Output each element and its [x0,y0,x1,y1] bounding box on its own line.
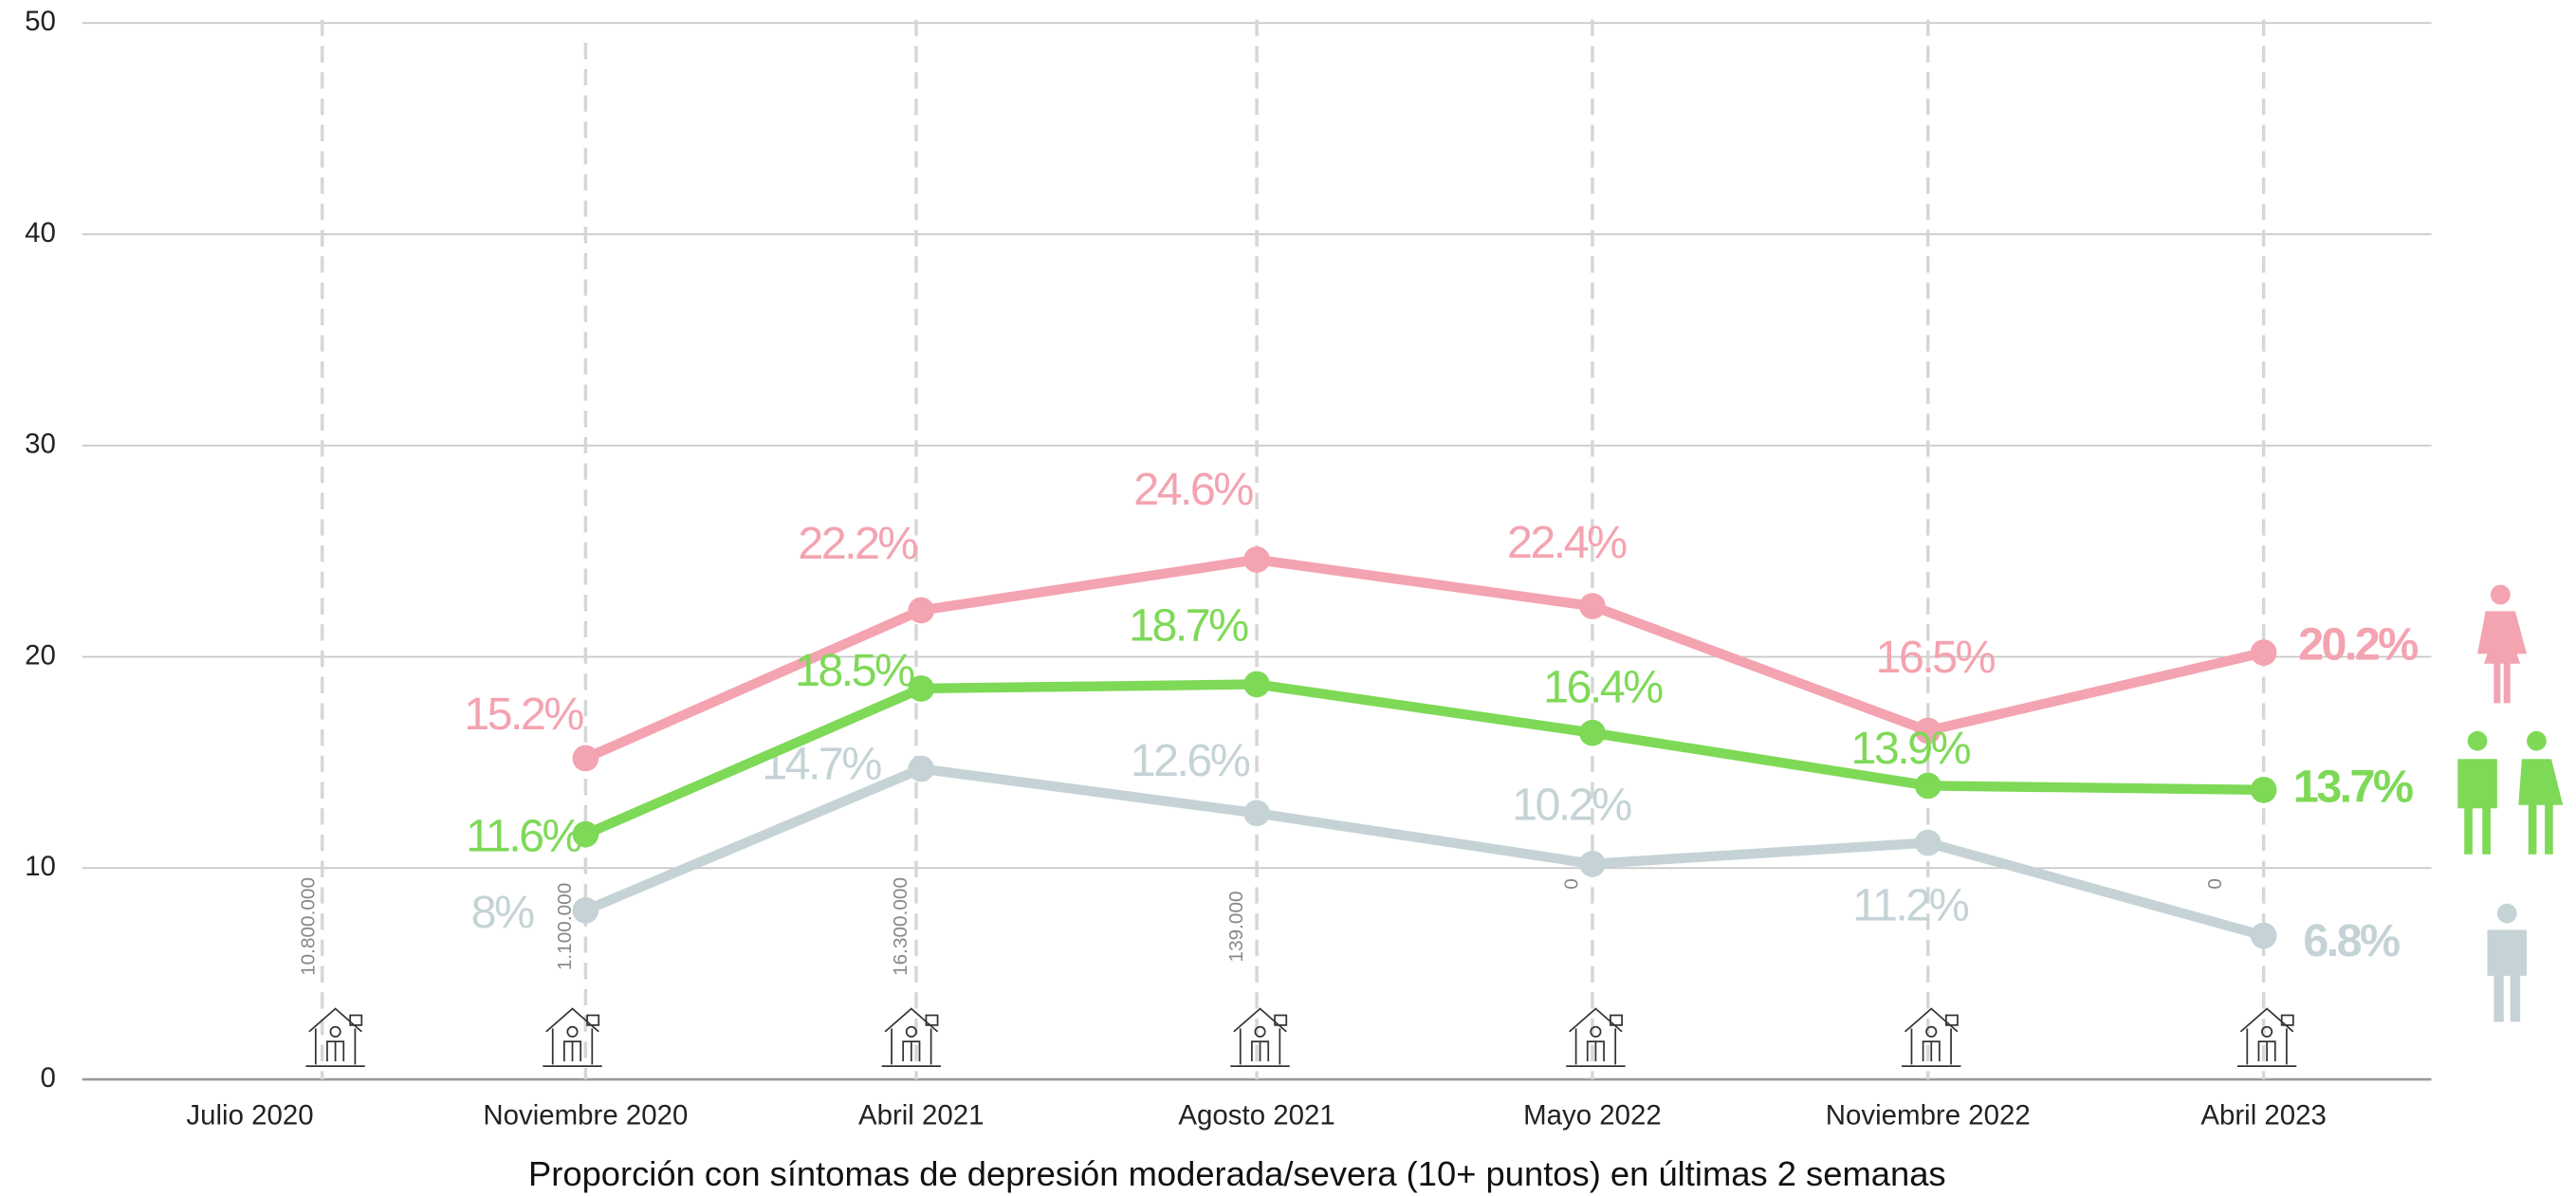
y-tick-label: 0 [41,1062,56,1094]
icon-lock [1274,1014,1288,1026]
annotation: 16.300.000 [890,877,911,976]
data-label: 6.8% [2303,915,2400,966]
lockdown-icon [305,1007,365,1068]
series-line [583,554,2265,764]
data-point [1579,719,1606,746]
icon-head [566,1025,579,1038]
people-icon [2457,730,2564,855]
data-label: 12.6% [1131,735,1250,786]
icon-body [2257,1040,2276,1061]
lockdown-icon [1566,1007,1626,1068]
data-point [1243,800,1270,827]
icon-house [1566,1007,1626,1068]
data-label: 15.2% [464,689,583,740]
annotation: 1.100.000 [554,883,576,970]
annotation: 10.800.000 [297,877,319,976]
y-tick-label: 10 [25,851,56,882]
data-label: 20.2% [2298,619,2418,671]
data-point [908,755,935,782]
series-line [583,679,2264,839]
icon-body [1251,1040,1270,1061]
data-point [1579,850,1606,877]
data-label: 22.2% [798,518,917,569]
x-axis-label: Proporción con síntomas de depresión mod… [528,1154,1946,1193]
data-point [1243,671,1270,698]
icon-body [902,1040,921,1061]
series-line [583,764,2266,941]
icon-head [1590,1025,1602,1038]
data-label: 13.9% [1850,723,1970,774]
data-label: 18.5% [795,645,914,696]
y-tick-label: 20 [25,639,56,671]
icon-lock [586,1014,600,1026]
data-point [1914,772,1941,800]
data-label: 13.7% [2293,762,2413,813]
data-point [908,597,935,624]
data-label: 11.2% [1852,880,1968,931]
icon-head [1254,1025,1266,1038]
icon-lock [2280,1014,2294,1026]
annotation: 0 [1561,878,1583,890]
lockdown-icon [543,1007,602,1068]
y-tick-label: 30 [25,429,56,460]
x-tick-label: Noviembre 2020 [483,1100,688,1132]
icon-lock [1944,1014,1959,1026]
data-point [908,675,935,702]
data-point [572,896,599,924]
icon-house [543,1007,602,1068]
x-tick-label: Abril 2021 [858,1100,984,1132]
data-label: 22.4% [1507,517,1627,568]
x-tick-label: Noviembre 2022 [1826,1100,2031,1132]
data-point [1914,717,1941,745]
data-label: 18.7% [1129,599,1248,651]
data-point [1243,546,1270,573]
icon-head [905,1025,917,1038]
data-point [2250,922,2277,949]
lockdown-icon [881,1007,942,1068]
lockdown-icon [1230,1007,1290,1068]
icon-lock [349,1014,363,1026]
data-label: 16.5% [1875,632,1995,683]
x-tick-label: Mayo 2022 [1523,1100,1662,1132]
data-label: 24.6% [1133,464,1253,515]
icon-house [305,1007,365,1068]
men-icon [2487,903,2528,1022]
icon-body [1922,1040,1941,1061]
data-point [572,820,599,848]
annotation: 0 [2204,878,2226,890]
icon-lock [925,1014,939,1026]
women-icon [2477,584,2528,704]
icon-lock [1610,1014,1623,1026]
y-tick-label: 40 [25,217,56,248]
icon-house [2236,1007,2297,1068]
data-label: 16.4% [1543,661,1663,712]
data-point [2250,776,2277,803]
data-point [1579,593,1606,619]
icon-house [1230,1007,1290,1068]
data-label: 11.6% [466,811,581,862]
lockdown-icon [1902,1007,1961,1068]
data-label: 8% [471,887,534,938]
annotation: 139.000 [1225,891,1247,962]
x-tick-label: Agosto 2021 [1178,1100,1334,1132]
icon-house [881,1007,942,1068]
icon-head [2261,1025,2273,1038]
icon-body [563,1040,582,1061]
icon-body [326,1040,345,1061]
lockdown-icon [2236,1007,2297,1068]
data-point [2250,639,2277,666]
data-label: 10.2% [1512,780,1631,831]
x-tick-label: Abril 2023 [2200,1100,2327,1132]
icon-body [1586,1040,1605,1061]
data-point [572,745,599,772]
y-tick-label: 50 [25,6,56,37]
icon-head [1925,1025,1938,1038]
icon-house [1902,1007,1961,1068]
x-tick-label: Julio 2020 [186,1100,313,1132]
data-point [1914,829,1941,856]
icon-head [329,1025,341,1038]
